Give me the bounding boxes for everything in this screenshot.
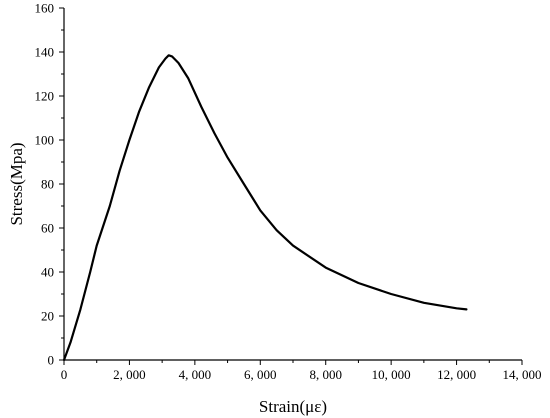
y-tick-label: 120 (35, 89, 55, 104)
y-axis-title: Stress(Mpa) (7, 142, 26, 225)
y-tick-label: 40 (41, 265, 54, 280)
y-tick-label: 60 (41, 221, 54, 236)
y-tick-label: 80 (41, 177, 54, 192)
x-tick-label: 8, 000 (309, 367, 342, 382)
x-tick-label: 4, 000 (179, 367, 212, 382)
y-tick-label: 140 (35, 45, 55, 60)
y-tick-label: 160 (35, 1, 55, 16)
axis-tick-labels: 0 2, 000 4, 000 6, 000 8, 000 10, 000 12, 000 1… (35, 1, 542, 383)
x-axis-title: Strain(με) (259, 397, 327, 416)
x-tick-label: 12, 000 (437, 367, 476, 382)
x-tick-label: 10, 000 (372, 367, 411, 382)
y-tick-label: 0 (48, 353, 55, 368)
x-tick-label: 6, 000 (244, 367, 277, 382)
x-tick-label: 14, 000 (503, 367, 542, 382)
y-tick-label: 100 (35, 133, 55, 148)
plot-area (62, 54, 468, 362)
x-tick-label: 2, 000 (113, 367, 146, 382)
axis-ticks (59, 7, 523, 365)
x-tick-label: 0 (61, 367, 68, 382)
y-tick-label: 20 (41, 309, 54, 324)
stress-strain-curve (62, 54, 468, 362)
